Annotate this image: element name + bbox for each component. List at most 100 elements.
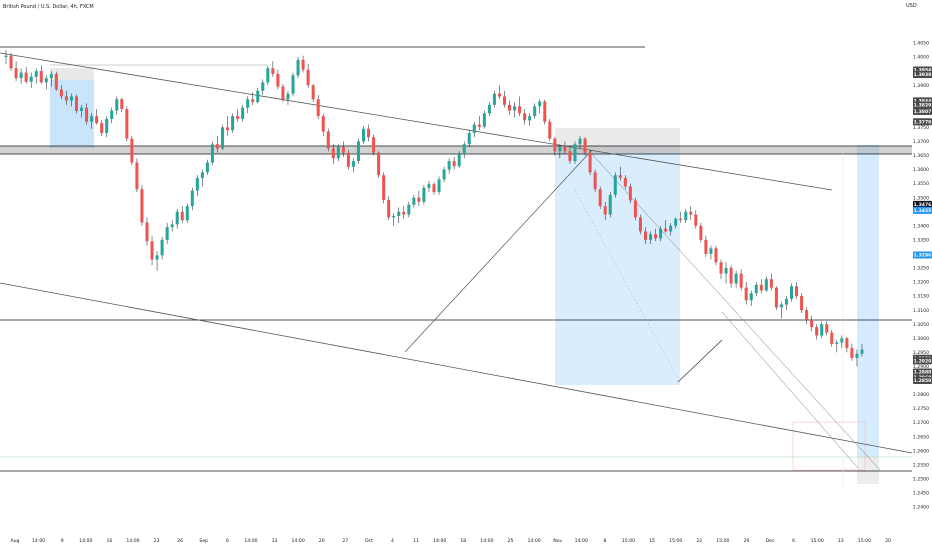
- candle-bull: [573, 144, 577, 162]
- x-tick-label: Aug: [11, 538, 20, 544]
- candle-bear: [638, 217, 642, 232]
- candle-bear: [9, 55, 13, 69]
- candle-bear: [85, 107, 89, 122]
- candle-bear: [372, 137, 376, 153]
- candle-bull: [649, 234, 653, 240]
- candle-bull: [462, 144, 466, 155]
- candle-bull: [538, 101, 542, 107]
- candle-bear: [583, 138, 587, 153]
- candle-bull: [221, 127, 225, 149]
- candle-bull: [855, 353, 859, 358]
- currency-label: USD: [906, 3, 917, 9]
- candle-bear: [64, 96, 68, 101]
- candle-bear: [699, 225, 703, 240]
- candle-bear: [502, 96, 507, 105]
- x-tick-label: 14:00: [292, 538, 305, 544]
- x-tick-label: 9: [61, 538, 64, 544]
- x-tick-label: 14:00: [126, 538, 139, 544]
- target-zone-dec: [857, 145, 879, 458]
- candle-bear: [236, 116, 240, 119]
- price-tag: [913, 101, 932, 109]
- y-tick-label: 1.4050: [913, 41, 929, 47]
- candle-bull: [784, 298, 788, 305]
- candle-bear: [341, 147, 345, 153]
- x-tick-label: 14:00: [527, 538, 540, 544]
- candle-bear: [805, 310, 809, 320]
- candle-bear: [759, 284, 763, 291]
- y-tick-label: 1.3400: [913, 223, 929, 229]
- stop-zone-aug: [50, 68, 94, 80]
- candle-bull: [764, 279, 768, 291]
- y-tick-label: 1.3350: [913, 237, 929, 243]
- x-tick-label: 14:00: [575, 538, 588, 544]
- x-tick-label: 13: [272, 538, 278, 544]
- x-tick-label: 14:00: [32, 538, 45, 544]
- candle-bull: [256, 90, 260, 103]
- candle-bull: [447, 161, 451, 170]
- candle-bear: [367, 128, 371, 138]
- candle-bear: [130, 138, 134, 163]
- candle-bear: [281, 86, 285, 100]
- y-tick-label: 1.2400: [913, 505, 929, 511]
- candle-bear: [135, 162, 139, 190]
- candle-bull: [754, 284, 758, 294]
- y-tick-label: 1.2600: [913, 448, 929, 454]
- trendline-upper: [0, 52, 833, 191]
- y-tick-label: 1.3500: [913, 195, 929, 201]
- x-tick-label: Dec: [766, 538, 775, 544]
- y-tick-label: 1.3200: [913, 280, 929, 286]
- candle-bear: [548, 121, 552, 139]
- time-axis[interactable]: Aug 14:00 9 14:00 16 14:00 23 26 Sep 6 14:00 13 14:0…: [11, 538, 891, 544]
- candle-bear: [598, 189, 602, 207]
- x-tick-label: 6: [792, 538, 795, 544]
- candle-bull: [467, 132, 471, 145]
- candle-bear: [150, 241, 154, 260]
- candle-bear: [301, 59, 305, 70]
- candle-bull: [749, 293, 753, 301]
- x-tick-label: 15:00: [858, 538, 871, 544]
- candle-bull: [407, 204, 411, 215]
- candle-bull: [296, 59, 300, 76]
- candle-bear: [59, 89, 63, 97]
- candle-bear: [704, 239, 708, 254]
- y-tick-label: 1.3000: [913, 336, 929, 342]
- candle-bear: [769, 279, 773, 288]
- candle-bull: [789, 286, 794, 299]
- candle-bull: [412, 197, 416, 205]
- candle-bear: [95, 116, 99, 124]
- candle-bear: [477, 124, 481, 127]
- candle-bear: [452, 161, 456, 167]
- candle-bear: [795, 286, 799, 297]
- candle-bear: [251, 99, 255, 103]
- candle-bear: [593, 172, 597, 190]
- candles-layer: [4, 50, 864, 367]
- candle-bear: [432, 184, 436, 193]
- candle-bull: [457, 154, 461, 167]
- candle-bear: [830, 332, 834, 344]
- candle-bull: [291, 75, 295, 94]
- symbol-title[interactable]: British Pound / U.S. Dollar, 4h, FXCM: [3, 4, 94, 10]
- candle-bear: [664, 228, 668, 232]
- y-tick-label: 1.3900: [913, 83, 929, 89]
- candle-bull: [659, 228, 663, 239]
- candle-bear: [316, 99, 320, 117]
- candle-bull: [49, 73, 53, 79]
- candle-bear: [402, 211, 406, 215]
- candle-bull: [820, 324, 824, 336]
- y-tick-label: 1.2900: [913, 364, 929, 370]
- y-tick-label: 1.3150: [913, 294, 929, 300]
- candle-bear: [719, 262, 723, 274]
- candle-bull: [356, 141, 360, 162]
- candle-bear: [523, 113, 527, 121]
- x-tick-label: 14:00: [480, 538, 493, 544]
- candle-bull: [613, 175, 617, 195]
- candle-bear: [24, 72, 28, 82]
- candle-bear: [800, 296, 804, 311]
- y-tick-label: 1.2450: [913, 491, 929, 497]
- candle-bear: [618, 175, 622, 178]
- y-tick-label: 1.3100: [913, 308, 929, 314]
- candle-bear: [588, 152, 592, 173]
